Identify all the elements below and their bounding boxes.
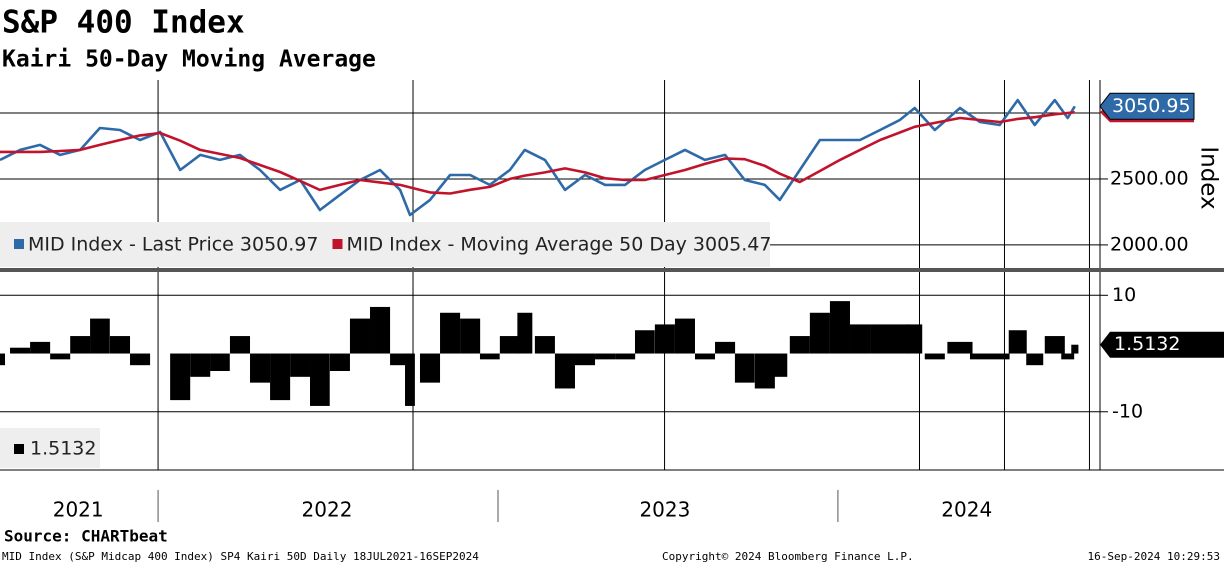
description: MID Index (S&P Midcap 400 Index) SP4 Kai…: [2, 550, 479, 563]
bar: [460, 318, 481, 354]
bar: [250, 353, 271, 383]
bar: [754, 353, 775, 389]
bar: [50, 353, 71, 360]
y-tick-label: 2500.00: [1110, 167, 1189, 189]
series-line: [0, 111, 1075, 195]
legend-swatch: [14, 239, 24, 249]
timestamp: 16-Sep-2024 10:29:53: [1088, 550, 1220, 563]
bar: [390, 353, 411, 366]
bar: [924, 353, 945, 360]
bar: [329, 353, 350, 371]
bar: [634, 330, 655, 354]
x-tick-label: 2022: [302, 498, 353, 522]
panel-divider: [0, 268, 1224, 272]
y-axis-title: Index: [1196, 146, 1222, 209]
bar: [1071, 344, 1079, 354]
bar: [574, 353, 596, 366]
legend-label: MID Index - Last Price 3050.97: [28, 234, 318, 256]
bar: [989, 353, 1010, 360]
bar: [70, 336, 91, 354]
bar: [947, 341, 973, 354]
bar: [554, 353, 575, 389]
bar: [210, 353, 230, 371]
bar: [694, 353, 716, 360]
bar: [130, 353, 151, 366]
y-tick-label: 2000.00: [1110, 233, 1189, 255]
legend-box: [0, 222, 770, 267]
x-tick-label: 2024: [941, 498, 992, 522]
bar: [0, 353, 5, 366]
legend-swatch: [332, 239, 343, 249]
bar: [734, 353, 755, 383]
bar: [229, 336, 251, 354]
chart-title: S&P 400 Index: [2, 5, 245, 41]
bar: [595, 353, 616, 360]
bar: [889, 324, 910, 354]
source: Source: CHARTbeat: [4, 527, 168, 546]
bar: [170, 353, 191, 401]
series-line: [0, 98, 1076, 217]
x-tick-label: 2023: [639, 498, 690, 522]
bar: [1061, 353, 1075, 360]
x-tick-label: 2021: [53, 498, 104, 522]
value-flag: [1099, 92, 1195, 120]
value-flag-label: 3050.95: [1112, 95, 1191, 117]
bar: [517, 312, 533, 354]
bar: [809, 312, 830, 354]
chart-subtitle: Kairi 50-Day Moving Average: [2, 47, 376, 73]
plot-layer: 2000.00 2500.00 -10 10 Index 2021 2022 2023 2024…: [0, 80, 1224, 522]
bar: [534, 336, 555, 354]
bar: [969, 353, 991, 360]
bar: [405, 353, 415, 406]
bar: [109, 336, 131, 354]
bar: [270, 353, 291, 401]
legend-swatch: [14, 444, 24, 454]
bar: [849, 324, 871, 354]
bar: [190, 353, 211, 377]
bar: [30, 341, 51, 354]
bar: [499, 336, 520, 354]
bar: [1044, 336, 1065, 354]
bar: [907, 324, 923, 354]
bar: [789, 336, 810, 354]
bar: [10, 347, 31, 354]
bar: [829, 301, 850, 354]
bar: [419, 353, 441, 383]
value-flag: [1100, 331, 1224, 358]
bar: [1008, 330, 1027, 354]
bar: [654, 324, 675, 354]
bar: [615, 353, 636, 360]
bar: [90, 318, 110, 354]
legend-label: 1.5132: [30, 438, 96, 460]
bar: [290, 353, 311, 377]
bar: [870, 324, 891, 354]
bar: [715, 341, 736, 354]
legend-label: MID Index - Moving Average 50 Day 3005.4…: [346, 234, 771, 256]
bar: [370, 306, 391, 354]
value-flag-label: 1.5132: [1114, 333, 1180, 355]
bar: [674, 318, 695, 354]
bar: [1026, 353, 1044, 366]
bar: [479, 353, 500, 360]
y-tick-label: 10: [1112, 284, 1136, 306]
bar: [349, 318, 371, 354]
bar: [772, 353, 788, 377]
bar: [310, 353, 330, 406]
copyright: Copyright© 2024 Bloomberg Finance L.P.: [662, 550, 914, 563]
bar: [440, 312, 461, 354]
y-tick-label: -10: [1112, 400, 1143, 422]
